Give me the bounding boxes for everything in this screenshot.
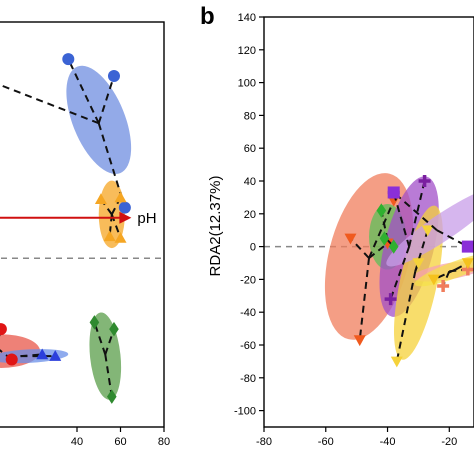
ph-arrow-label: pH [137, 210, 156, 227]
panel-b-ylabel: RDA2(12.37%) [207, 176, 224, 277]
x-tick-label: 60 [114, 436, 126, 448]
data-point [353, 335, 366, 347]
spider-line [393, 191, 438, 231]
y-tick-label: -80 [240, 373, 256, 385]
x-tick-label: -40 [380, 436, 396, 448]
spider-line [93, 322, 107, 355]
data-point [114, 232, 127, 243]
data-point [437, 279, 450, 292]
data-point [344, 233, 357, 245]
data-point [109, 321, 119, 337]
spider-line [0, 83, 100, 125]
spider-line [368, 242, 389, 259]
data-point [376, 203, 387, 218]
data-point [379, 231, 390, 246]
spider-line [97, 75, 115, 124]
panel-b-label: b [200, 3, 215, 30]
panel-b: -80 -60 -40 -20 140 120 100 80 60 40 20 0 -20 -40 -60 -… [234, 12, 474, 448]
y-tick-label: 80 [244, 110, 256, 122]
data-point [107, 70, 120, 82]
data-point [103, 230, 116, 242]
x-tick-label: -60 [318, 436, 334, 448]
x-tick-label: -20 [441, 436, 457, 448]
data-point [461, 240, 474, 253]
x-tick-label: -80 [256, 436, 272, 448]
data-point [114, 191, 127, 203]
data-point [421, 225, 434, 237]
y-tick-label: -60 [240, 340, 256, 352]
y-tick-label: 140 [238, 12, 256, 24]
y-tick-label: 100 [238, 78, 256, 90]
data-point [418, 175, 431, 187]
data-point [387, 186, 400, 199]
y-tick-label: 20 [244, 209, 256, 221]
data-point [107, 389, 117, 404]
spider-line [386, 239, 395, 248]
spider-line [104, 328, 115, 355]
group-ellipse [66, 65, 132, 174]
y-tick-label: -100 [234, 406, 256, 418]
spider-line [358, 257, 370, 341]
x-tick-label: 80 [158, 436, 170, 448]
spider-line [389, 246, 411, 300]
x-tick-label: 40 [71, 436, 83, 448]
y-tick-label: 120 [238, 45, 256, 57]
spider-line [392, 192, 411, 247]
data-point [62, 53, 75, 66]
group-ellipse [386, 187, 474, 267]
y-tick-label: 40 [244, 176, 256, 188]
data-point [5, 353, 18, 366]
data-point [36, 348, 49, 360]
spider-line [433, 268, 456, 281]
y-tick-label: 60 [244, 143, 256, 155]
data-point [412, 258, 425, 269]
data-point [118, 201, 131, 214]
spider-line [368, 200, 395, 259]
spider-line [455, 262, 469, 271]
data-point [94, 193, 107, 204]
y-tick-label: -20 [240, 274, 256, 286]
data-point [427, 274, 440, 286]
data-point [390, 356, 403, 368]
data-point [384, 293, 397, 306]
data-point [89, 315, 100, 330]
y-tick-label: -40 [240, 307, 256, 319]
data-point [461, 258, 474, 269]
y-tick-label: 0 [250, 242, 256, 254]
plot-frame [263, 16, 474, 428]
spider-line [349, 237, 370, 259]
spider-line [395, 270, 417, 362]
data-point [0, 323, 7, 336]
panel-a: pH 40 60 80 [0, 21, 170, 448]
data-point [388, 239, 399, 254]
ph-arrow-head [119, 211, 132, 224]
data-point [49, 350, 62, 361]
data-point [387, 195, 400, 207]
